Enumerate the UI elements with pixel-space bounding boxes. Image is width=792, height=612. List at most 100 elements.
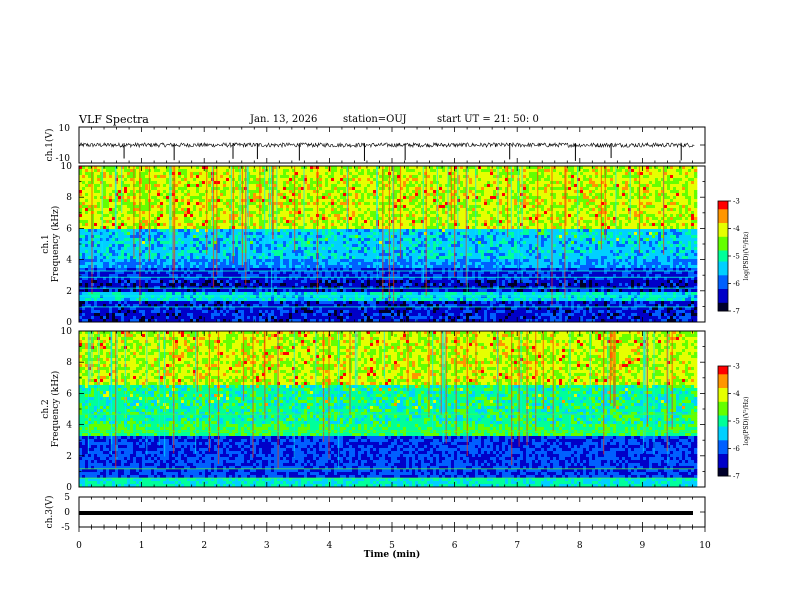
spec-cell bbox=[157, 235, 161, 239]
spec-cell bbox=[592, 193, 596, 197]
spec-cell bbox=[217, 175, 221, 179]
spec-cell bbox=[184, 175, 188, 179]
spec-cell bbox=[112, 202, 116, 206]
spec-cell bbox=[112, 229, 116, 233]
spec-cell bbox=[598, 217, 602, 221]
spec-cell bbox=[280, 193, 284, 197]
spec-cell bbox=[463, 193, 467, 197]
spec-cell bbox=[532, 187, 536, 191]
spec-cell bbox=[547, 187, 551, 191]
spec-cell bbox=[682, 199, 686, 203]
spec-cell bbox=[448, 217, 452, 221]
spec-cell bbox=[397, 220, 401, 224]
spec-cell bbox=[349, 172, 353, 176]
spec-cell bbox=[529, 214, 533, 218]
spec-cell bbox=[124, 184, 128, 188]
spec-cell bbox=[214, 202, 218, 206]
spec-cell bbox=[280, 199, 284, 203]
spec-cell bbox=[538, 202, 542, 206]
spec-cell bbox=[283, 235, 287, 239]
spec-cell bbox=[397, 229, 401, 233]
spec-cell bbox=[118, 187, 122, 191]
spec-cell bbox=[334, 178, 338, 182]
spec-cell bbox=[457, 175, 461, 179]
spec-cell bbox=[556, 196, 560, 200]
spec-cell bbox=[472, 199, 476, 203]
spec-cell bbox=[598, 193, 602, 197]
spec-cell bbox=[502, 208, 506, 212]
spec-cell bbox=[685, 166, 689, 170]
spec-cell bbox=[454, 193, 458, 197]
spec-cell bbox=[370, 202, 374, 206]
spec-cell bbox=[613, 172, 617, 176]
spec-cell bbox=[448, 193, 452, 197]
spec-cell bbox=[343, 202, 347, 206]
spec-cell bbox=[109, 175, 113, 179]
spec-cell bbox=[430, 226, 434, 230]
spec-cell bbox=[661, 208, 665, 212]
spec-cell bbox=[625, 181, 629, 185]
spec-cell bbox=[97, 187, 101, 191]
spec-cell bbox=[106, 208, 110, 212]
spec-cell bbox=[508, 166, 512, 170]
spec-cell bbox=[622, 208, 626, 212]
spec-cell bbox=[85, 199, 89, 203]
spec-cell bbox=[637, 211, 641, 215]
spec-cell bbox=[406, 199, 410, 203]
spec-cell bbox=[307, 169, 311, 173]
spec-cell bbox=[658, 214, 662, 218]
spec-cell bbox=[298, 205, 302, 209]
spec-cell bbox=[451, 226, 455, 230]
spec-cell bbox=[379, 208, 383, 212]
spec-cell bbox=[583, 175, 587, 179]
spec-cell bbox=[547, 172, 551, 176]
spec-cell bbox=[190, 235, 194, 239]
spec-cell bbox=[553, 193, 557, 197]
spec-cell bbox=[487, 181, 491, 185]
spec-cell bbox=[634, 193, 638, 197]
spec-cell bbox=[490, 175, 494, 179]
spec-cell bbox=[154, 199, 158, 203]
spec-cell bbox=[433, 217, 437, 221]
spec-cell bbox=[298, 172, 302, 176]
spec-cell bbox=[343, 187, 347, 191]
spec-cell bbox=[673, 214, 677, 218]
spec-cell bbox=[361, 169, 365, 173]
spec-cell bbox=[163, 214, 167, 218]
spec-cell bbox=[406, 205, 410, 209]
spec-cell bbox=[370, 181, 374, 185]
spec-cell bbox=[652, 190, 656, 194]
spec-cell bbox=[559, 232, 563, 236]
spec-cell bbox=[217, 229, 221, 233]
spec-cell bbox=[85, 181, 89, 185]
spec-cell bbox=[538, 211, 542, 215]
spec-cell bbox=[433, 235, 437, 239]
spec-cell bbox=[577, 229, 581, 233]
spec-cell bbox=[433, 214, 437, 218]
spec-cell bbox=[112, 166, 116, 170]
spec-cell bbox=[202, 169, 206, 173]
spec-cell bbox=[220, 208, 224, 212]
spec-cell bbox=[472, 172, 476, 176]
spec-cell bbox=[91, 169, 95, 173]
spec-cell bbox=[337, 169, 341, 173]
spec-cell bbox=[406, 187, 410, 191]
spec-cell bbox=[412, 193, 416, 197]
spec-cell bbox=[94, 214, 98, 218]
spec-cell bbox=[367, 208, 371, 212]
spec-cell bbox=[415, 232, 419, 236]
spec-cell bbox=[610, 172, 614, 176]
spec-cell bbox=[451, 190, 455, 194]
spec-cell bbox=[493, 184, 497, 188]
spec-cell bbox=[514, 220, 518, 224]
spec-cell bbox=[106, 217, 110, 221]
spec-cell bbox=[178, 223, 182, 227]
spec-cell bbox=[82, 175, 86, 179]
spec-cell bbox=[370, 193, 374, 197]
spec-cell bbox=[568, 217, 572, 221]
spec-cell bbox=[118, 190, 122, 194]
spec-cell bbox=[88, 178, 92, 182]
spec-cell bbox=[181, 208, 185, 212]
spec-cell bbox=[160, 199, 164, 203]
spec-cell bbox=[472, 217, 476, 221]
